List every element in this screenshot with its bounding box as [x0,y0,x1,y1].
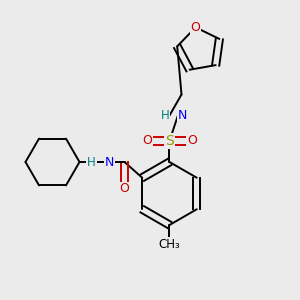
Text: N: N [178,109,187,122]
Text: O: O [191,21,200,34]
Text: N: N [104,155,114,169]
Text: S: S [165,134,174,148]
Text: O: O [187,134,197,148]
Text: CH₃: CH₃ [159,238,180,251]
Text: O: O [120,182,129,196]
Text: O: O [142,134,152,148]
Text: H: H [161,109,170,122]
Text: H: H [87,155,96,169]
